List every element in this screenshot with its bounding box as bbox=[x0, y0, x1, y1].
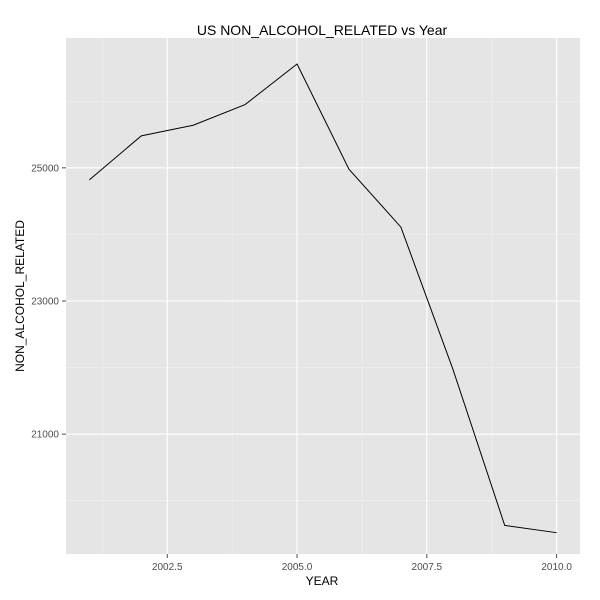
y-axis: 21000 23000 25000 bbox=[31, 163, 66, 441]
plot-background bbox=[66, 38, 580, 554]
chart-title: US NON_ALCOHOL_RELATED vs Year bbox=[197, 22, 448, 38]
x-tick-label: 2007.5 bbox=[412, 562, 443, 573]
y-tick-label: 21000 bbox=[31, 430, 59, 441]
x-tick-label: 2005.0 bbox=[282, 562, 313, 573]
major-gridlines bbox=[66, 38, 580, 554]
y-tick-label: 25000 bbox=[31, 163, 59, 174]
plot-panel bbox=[66, 38, 580, 554]
y-tick-label: 23000 bbox=[31, 296, 59, 307]
x-tick-label: 2010.0 bbox=[541, 562, 572, 573]
minor-gridlines bbox=[66, 38, 580, 554]
x-tick-label: 2002.5 bbox=[152, 562, 183, 573]
x-axis: 2002.5 2005.0 2007.5 2010.0 bbox=[152, 554, 572, 573]
x-axis-title: YEAR bbox=[306, 574, 339, 588]
y-axis-title: NON_ALCOHOL_RELATED bbox=[13, 220, 27, 372]
series-line bbox=[89, 63, 557, 534]
